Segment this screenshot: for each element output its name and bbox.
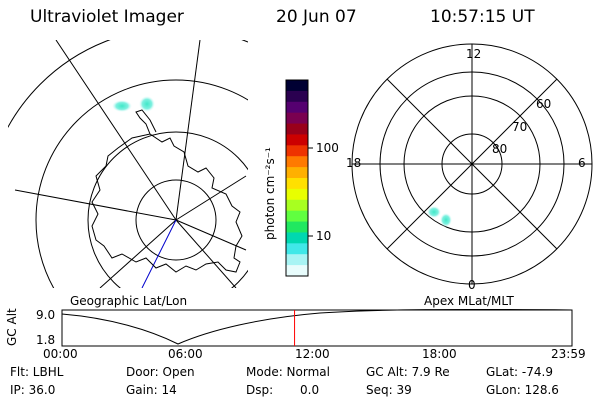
- altitude-ylabel: GC Alt: [5, 308, 19, 346]
- mode-readout: Mode: Normal: [246, 365, 330, 379]
- geo-meridian: [175, 175, 247, 221]
- altitude-curve: [61, 308, 573, 345]
- colorbar-segment: [286, 80, 308, 92]
- altitude-xtick: 18:00: [422, 347, 457, 361]
- gain-readout: Gain: 14: [126, 383, 177, 397]
- colorbar-segment: [286, 145, 308, 157]
- colorbar-segment: [286, 243, 308, 255]
- geo-meridian: [175, 219, 237, 288]
- altitude-xtick: 06:00: [168, 347, 203, 361]
- aurora-emission: [139, 96, 155, 112]
- colorbar-segment: [286, 199, 308, 212]
- colorbar-segment: [286, 123, 308, 135]
- date-display: 20 Jun 07: [276, 7, 357, 27]
- colorbar-segment: [286, 178, 308, 190]
- geo-panel-label: Geographic Lat/Lon: [70, 294, 188, 308]
- mlt-label: 18: [346, 156, 362, 170]
- colorbar-tick-label: 100: [316, 141, 339, 155]
- altitude-ytick: 1.8: [36, 333, 56, 347]
- colorbar-frame: [285, 79, 309, 277]
- altitude-xtick: 23:59: [551, 347, 586, 361]
- mlat-label: 70: [512, 120, 528, 134]
- colorbar-segment: [286, 210, 308, 223]
- mlat-label: 80: [492, 142, 508, 156]
- geo-lat-circle: [135, 179, 217, 261]
- altitude-xtick: 00:00: [43, 347, 78, 361]
- colorbar-segment: [286, 134, 308, 146]
- geo-lat-circle: [35, 79, 248, 288]
- colorbar-tick-label: 10: [316, 229, 332, 243]
- altitude-plot: [61, 308, 573, 347]
- dsp-label: Dsp:: [246, 383, 274, 397]
- colorbar-segment: [286, 112, 308, 125]
- mlt-line: [386, 78, 558, 250]
- colorbar-segment: [286, 232, 308, 244]
- peninsula-coastline: [135, 109, 157, 135]
- app-title: Ultraviolet Imager: [30, 7, 184, 27]
- altitude-xtick: 12:00: [295, 347, 330, 361]
- filter-readout: Flt: LBHL: [10, 365, 64, 379]
- mlt-label: 0: [468, 278, 476, 292]
- colorbar-segment: [286, 101, 308, 114]
- geo-meridian: [175, 219, 247, 251]
- colorbar-unit-label: photon cm⁻²s⁻¹: [263, 147, 277, 240]
- colorbar-segment: [286, 156, 308, 168]
- aurora-emission: [427, 206, 441, 218]
- geo-meridian: [55, 40, 177, 221]
- seq-readout: Seq: 39: [366, 383, 412, 397]
- aurora-emission: [112, 100, 132, 112]
- geo-noon-meridian: [141, 219, 177, 288]
- time-display: 10:57:15 UT: [430, 7, 535, 27]
- geo-lat-circle: [87, 131, 248, 288]
- ip-readout: IP: 36.0: [10, 383, 56, 397]
- colorbar-segment: [286, 167, 308, 179]
- geo-meridian: [175, 40, 201, 221]
- geo-meridian: [99, 219, 177, 288]
- colorbar-segment: [286, 188, 308, 201]
- door-readout: Door: Open: [126, 365, 195, 379]
- glat-readout: GLat: -74.9: [486, 365, 553, 379]
- geo-meridian: [14, 189, 177, 221]
- altitude-plot-frame: [61, 309, 573, 347]
- colorbar: [285, 79, 313, 277]
- mlat-label: 60: [536, 97, 552, 111]
- gc-alt-readout: GC Alt: 7.9 Re: [366, 365, 450, 379]
- antarctica-coastline: [91, 133, 243, 273]
- aurora-emission: [440, 213, 452, 227]
- polar-panel-label: Apex MLat/MLT: [424, 294, 514, 308]
- colorbar-segment: [286, 221, 308, 233]
- polar-plot: [351, 43, 593, 285]
- colorbar-segment: [286, 265, 308, 277]
- glon-readout: GLon: 128.6: [486, 383, 559, 397]
- geographic-map: [8, 40, 248, 288]
- mlt-label: 12: [466, 47, 482, 61]
- altitude-ytick: 9.0: [36, 308, 56, 322]
- geo-lat-circle: [8, 40, 248, 129]
- mlt-label: 6: [578, 156, 586, 170]
- dsp-value: 0.0: [300, 383, 320, 397]
- colorbar-segment: [286, 254, 308, 266]
- colorbar-segment: [286, 90, 308, 103]
